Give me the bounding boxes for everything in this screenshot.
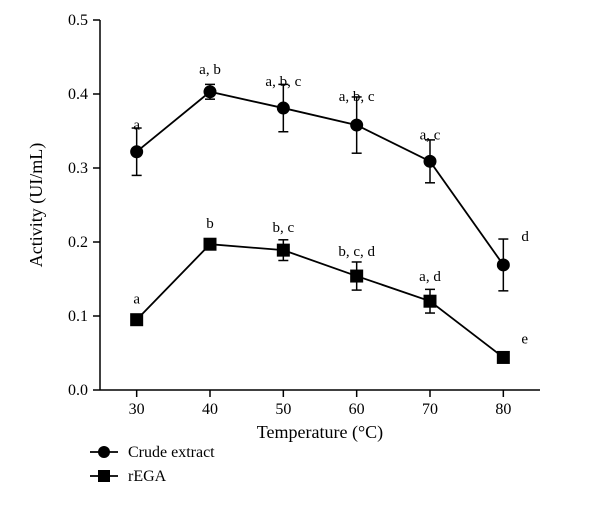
point-label: b [206, 216, 214, 232]
data-point-square [277, 244, 289, 256]
legend-marker-square [98, 470, 110, 482]
data-point-circle [351, 119, 363, 131]
y-tick-label: 0.2 [68, 234, 88, 251]
x-tick-label: 50 [275, 401, 291, 418]
chart-svg: 30 40 50 60 70 80 0.0 0.1 0.2 0.3 0.4 0.5 Temperatur… [0, 0, 600, 512]
point-label: a, c [420, 127, 441, 143]
data-point-circle [424, 155, 436, 167]
x-tick-label: 80 [495, 401, 511, 418]
y-tick-label: 0.0 [68, 382, 88, 399]
point-label: d [521, 229, 529, 245]
x-tick-label: 60 [349, 401, 365, 418]
point-label: b, c, d [338, 244, 375, 260]
data-point-circle [204, 86, 216, 98]
y-tick-label: 0.3 [68, 160, 88, 177]
legend-marker-circle [98, 446, 110, 458]
series-line-0 [137, 92, 504, 265]
point-label: a [133, 292, 140, 308]
data-point-circle [277, 102, 289, 114]
data-point-square [131, 314, 143, 326]
data-point-square [424, 295, 436, 307]
point-label: a, b [199, 62, 221, 78]
point-label: a, b, c [265, 74, 301, 90]
y-axis-title: Activity (UI/mL) [26, 143, 47, 267]
data-point-circle [131, 146, 143, 158]
data-point-circle [497, 259, 509, 271]
data-point-square [497, 351, 509, 363]
y-tick-label: 0.1 [68, 308, 88, 325]
point-label: a [133, 118, 140, 134]
x-tick-label: 30 [129, 401, 145, 418]
y-tick-label: 0.5 [68, 12, 88, 29]
y-tick-label: 0.4 [68, 86, 88, 103]
point-label: e [521, 331, 528, 347]
legend-label: Crude extract [128, 444, 215, 461]
activity-vs-temperature-chart: 30 40 50 60 70 80 0.0 0.1 0.2 0.3 0.4 0.5 Temperatur… [0, 0, 600, 512]
data-point-square [351, 270, 363, 282]
x-tick-label: 40 [202, 401, 218, 418]
point-label: a, b, c [339, 89, 375, 105]
point-label: a, d [419, 269, 441, 285]
x-tick-label: 70 [422, 401, 438, 418]
legend-label: rEGA [128, 468, 167, 485]
point-label: b, c [272, 220, 294, 236]
x-axis-title: Temperature (°C) [257, 422, 383, 443]
series-line-1 [137, 244, 504, 357]
data-point-square [204, 238, 216, 250]
